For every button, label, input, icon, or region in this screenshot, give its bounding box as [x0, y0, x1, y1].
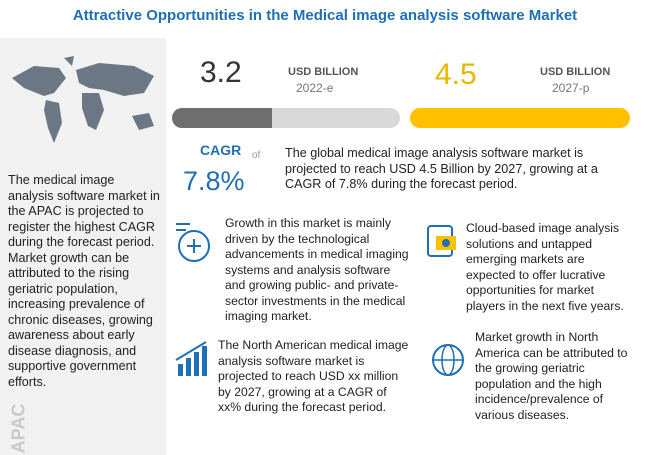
unit-2022: USD BILLION: [288, 66, 359, 78]
icon-cloud: [427, 225, 456, 257]
insight-text: Growth in this market is mainly driven b…: [225, 216, 409, 323]
year-2027: 2027-p: [552, 81, 590, 95]
insight-text: The North American medical image analysi…: [218, 338, 409, 414]
cagr-of: of: [252, 150, 261, 161]
insight-text: Market growth in North America can be at…: [475, 330, 628, 422]
cagr-label: CAGR: [200, 142, 242, 158]
icon-growth: [176, 223, 210, 262]
value-2027: 4.5: [435, 58, 477, 91]
cagr-value: 7.8%: [183, 166, 245, 196]
icon-chart: [175, 341, 207, 376]
unit-2027: USD BILLION: [540, 66, 611, 78]
insight-text: Cloud-based image analysis solutions and…: [466, 221, 624, 313]
bar-2022: [172, 108, 272, 128]
bar-2027: [410, 108, 630, 128]
icon-globe: [432, 344, 464, 376]
apac-text: The medical image analysis software mark…: [8, 173, 160, 389]
summary: The global medical image analysis softwa…: [285, 146, 598, 191]
region-label: APAC: [8, 403, 29, 454]
year-2022: 2022-e: [296, 81, 334, 95]
title: Attractive Opportunities in the Medical …: [72, 7, 578, 24]
world-map: [12, 56, 154, 143]
value-2022: 3.2: [200, 56, 242, 89]
